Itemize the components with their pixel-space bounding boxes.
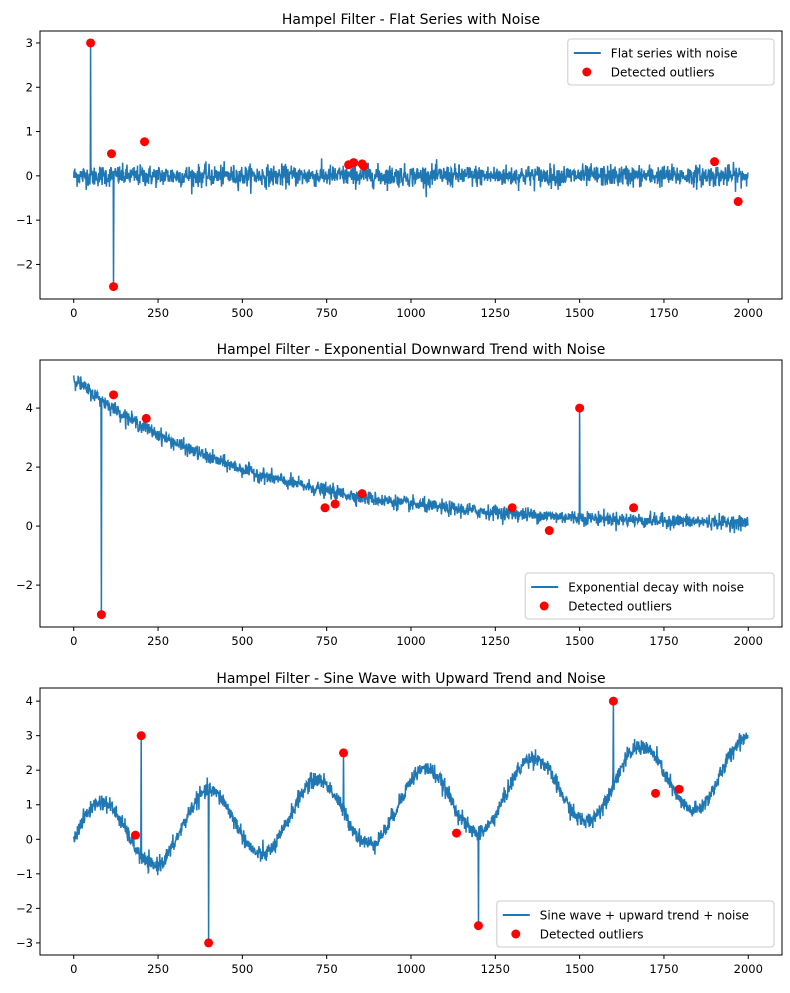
y-tick-label: 2 xyxy=(26,763,33,777)
outlier-point xyxy=(339,748,349,758)
y-tick-label: 1 xyxy=(26,798,33,812)
x-tick-label: 250 xyxy=(147,962,169,976)
series-line xyxy=(72,701,749,943)
y-tick-label: −2 xyxy=(16,257,33,271)
y-tick-label: −2 xyxy=(16,578,33,592)
subplot-3: Hampel Filter - Sine Wave with Upward Tr… xyxy=(16,671,783,976)
outlier-point xyxy=(473,921,483,931)
legend-box xyxy=(567,38,775,86)
outlier-point xyxy=(651,788,661,798)
outlier-point xyxy=(629,503,639,513)
outlier-point xyxy=(674,784,684,794)
legend-label: Detected outliers xyxy=(540,928,644,942)
y-tick-label: 3 xyxy=(26,36,33,50)
y-tick-label: 2 xyxy=(26,80,33,94)
x-tick-label: 1500 xyxy=(565,634,594,648)
x-tick-label: 1500 xyxy=(565,962,594,976)
outlier-point xyxy=(710,157,720,167)
x-tick-label: 1750 xyxy=(649,962,678,976)
y-tick-label: 4 xyxy=(26,401,33,415)
y-tick-label: −2 xyxy=(16,901,33,915)
y-tick-label: −1 xyxy=(16,213,33,227)
series-line xyxy=(72,375,749,615)
legend-label: Detected outliers xyxy=(611,66,715,80)
x-tick-label: 2000 xyxy=(734,634,763,648)
outlier-point xyxy=(733,197,743,207)
x-tick-label: 0 xyxy=(70,962,77,976)
outlier-point xyxy=(136,731,146,741)
x-tick-label: 500 xyxy=(231,306,253,320)
subplot-2: Hampel Filter - Exponential Downward Tre… xyxy=(16,342,783,648)
y-tick-label: 0 xyxy=(26,169,33,183)
x-tick-label: 1250 xyxy=(481,962,510,976)
x-tick-label: 2000 xyxy=(734,306,763,320)
outlier-point xyxy=(608,696,618,706)
outlier-point xyxy=(349,158,359,168)
outlier-point xyxy=(141,413,151,423)
outlier-point xyxy=(330,499,340,509)
outlier-point xyxy=(109,282,119,292)
legend-box xyxy=(524,572,775,620)
chart-title: Hampel Filter - Sine Wave with Upward Tr… xyxy=(216,671,605,687)
chart-title: Hampel Filter - Exponential Downward Tre… xyxy=(217,342,606,358)
outlier-point xyxy=(507,503,517,513)
x-tick-label: 0 xyxy=(70,306,77,320)
y-tick-label: 4 xyxy=(26,694,33,708)
x-tick-label: 1750 xyxy=(649,306,678,320)
legend-label: Flat series with noise xyxy=(611,47,738,61)
legend: Sine wave + upward trend + noise Detected… xyxy=(496,900,775,948)
y-tick-label: 1 xyxy=(26,125,33,139)
x-tick-label: 1250 xyxy=(481,634,510,648)
x-tick-label: 500 xyxy=(231,962,253,976)
outlier-point xyxy=(130,830,140,840)
x-tick-label: 1250 xyxy=(481,306,510,320)
outlier-point xyxy=(107,149,117,159)
outlier-point xyxy=(86,38,96,48)
x-tick-label: 250 xyxy=(147,306,169,320)
outlier-point xyxy=(357,489,367,499)
subplot-1: Hampel Filter - Flat Series with Noise 0 2… xyxy=(16,12,783,320)
outlier-point xyxy=(204,938,214,948)
x-tick-label: 1500 xyxy=(565,306,594,320)
outlier-point xyxy=(109,390,119,400)
legend: Flat series with noise Detected outliers xyxy=(567,38,775,86)
y-tick-label: −3 xyxy=(16,936,33,950)
legend-box xyxy=(496,900,775,948)
legend-label: Exponential decay with noise xyxy=(568,581,744,595)
legend: Exponential decay with noise Detected out… xyxy=(524,572,775,620)
x-tick-label: 1000 xyxy=(396,962,425,976)
legend-marker-swatch xyxy=(539,601,549,611)
y-tick-label: 0 xyxy=(26,519,33,533)
x-tick-label: 750 xyxy=(316,962,338,976)
outlier-point xyxy=(452,828,462,838)
x-tick-label: 1000 xyxy=(396,306,425,320)
outlier-point xyxy=(544,526,554,536)
outlier-point xyxy=(359,161,369,171)
y-tick-label: 3 xyxy=(26,729,33,743)
series-line xyxy=(72,42,749,287)
outlier-point xyxy=(96,610,106,620)
x-tick-label: 0 xyxy=(70,634,77,648)
y-tick-label: 2 xyxy=(26,460,33,474)
x-tick-label: 750 xyxy=(316,306,338,320)
x-tick-label: 500 xyxy=(231,634,253,648)
x-tick-label: 1000 xyxy=(396,634,425,648)
legend-marker-swatch xyxy=(582,67,592,77)
outlier-point xyxy=(575,403,585,413)
legend-label: Detected outliers xyxy=(568,600,672,614)
outlier-point xyxy=(320,503,330,513)
x-tick-label: 1750 xyxy=(649,634,678,648)
y-tick-label: 0 xyxy=(26,832,33,846)
outlier-point xyxy=(140,137,150,147)
y-tick-label: −1 xyxy=(16,867,33,881)
x-tick-label: 2000 xyxy=(734,962,763,976)
x-tick-label: 750 xyxy=(316,634,338,648)
legend-marker-swatch xyxy=(511,929,521,939)
x-tick-label: 250 xyxy=(147,634,169,648)
chart-title: Hampel Filter - Flat Series with Noise xyxy=(282,12,540,28)
legend-label: Sine wave + upward trend + noise xyxy=(540,909,749,923)
